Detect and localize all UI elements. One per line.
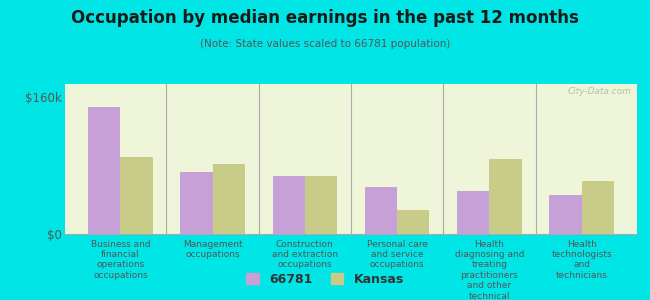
Bar (120, 157, 153, 234)
Text: City-Data.com: City-Data.com (567, 87, 631, 96)
Bar (397, 210, 430, 234)
Bar (549, 195, 582, 234)
Bar (489, 159, 522, 234)
Legend: 66781, Kansas: 66781, Kansas (241, 268, 409, 291)
Bar (305, 176, 337, 234)
Bar (365, 187, 397, 234)
Text: Occupation by median earnings in the past 12 months: Occupation by median earnings in the pas… (71, 9, 579, 27)
Text: (Note: State values scaled to 66781 population): (Note: State values scaled to 66781 popu… (200, 39, 450, 49)
Bar (213, 164, 245, 234)
Bar (582, 181, 614, 234)
Bar (88, 107, 120, 234)
Bar (180, 172, 213, 234)
Bar (272, 176, 305, 234)
Bar (457, 191, 489, 234)
